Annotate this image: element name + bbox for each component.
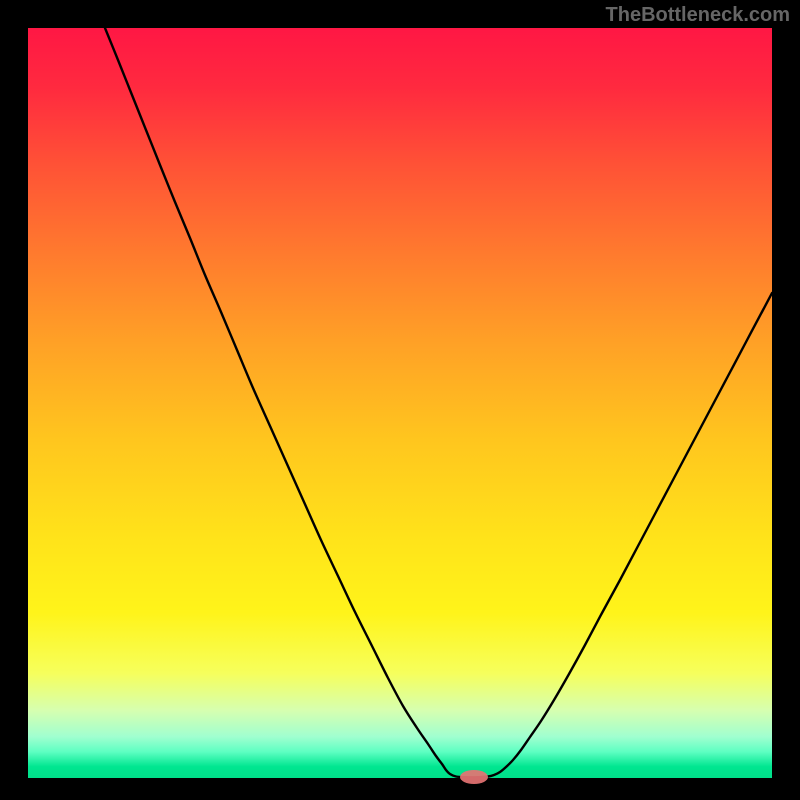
optimal-point-marker	[460, 770, 488, 784]
watermark-text: TheBottleneck.com	[606, 4, 790, 27]
bottleneck-chart	[0, 0, 800, 800]
gradient-plot-area	[28, 28, 772, 778]
